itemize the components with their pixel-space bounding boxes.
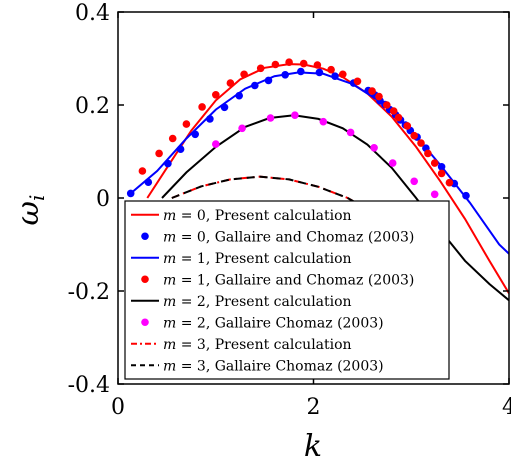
legend-label-text: = 2, Gallaire Chomaz (2003) [176, 315, 383, 331]
y-tick-label: -0.4 [68, 373, 110, 398]
legend-label-symbol: m [163, 251, 176, 267]
series-m-3-gallaire-chomaz-2003-line [171, 175, 373, 213]
y-tick-label: 0.4 [75, 1, 110, 26]
series-m-1-gallaire-and-chomaz-2003-point [299, 59, 308, 68]
legend-label: m = 1, Present calculation [163, 251, 352, 267]
y-axis-label-main: ω [11, 201, 46, 225]
legend-entry: m = 1, Gallaire and Chomaz (2003) [141, 272, 414, 288]
series-m-2-gallaire-chomaz-2003-point [370, 144, 378, 152]
legend-label: m = 2, Present calculation [163, 294, 352, 310]
legend-label-symbol: m [163, 337, 176, 353]
series-m-1-gallaire-and-chomaz-2003-point [375, 92, 383, 101]
series-m-1-gallaire-and-chomaz-2003-point [285, 58, 293, 66]
series-m-1-gallaire-and-chomaz-2003-point [430, 159, 439, 167]
legend-label: m = 0, Gallaire and Chomaz (2003) [163, 229, 414, 245]
y-axis-label-sub: i [25, 195, 49, 201]
x-axis-label: k [304, 429, 322, 464]
series-m-2-gallaire-chomaz-2003-point [291, 111, 299, 119]
legend-entry: m = 1, Present calculation [131, 251, 352, 267]
x-tick-label: 4 [502, 395, 511, 420]
series-m-1-gallaire-and-chomaz-2003-point [353, 77, 362, 86]
series-m-1-gallaire-and-chomaz-2003-point [226, 79, 235, 87]
legend-dot-swatch [141, 318, 149, 327]
tick-layer: 0 2 4 -0.4 -0.2 0 0.2 0.4 [68, 1, 511, 420]
legend-label-text: = 3, Gallaire Chomaz (2003) [176, 358, 383, 374]
legend-label-symbol: m [163, 315, 176, 331]
series-m-0-gallaire-and-chomaz-2003-point [315, 68, 324, 77]
series-m-1-present-calculation-line [129, 71, 509, 255]
legend-label-symbol: m [163, 272, 176, 288]
series-m-1-gallaire-and-chomaz-2003-point [182, 120, 191, 128]
legend-label-symbol: m [163, 229, 176, 245]
series-m-1-gallaire-and-chomaz-2003-point [168, 134, 177, 143]
legend-label-symbol: m [163, 208, 176, 224]
series-m-1-gallaire-and-chomaz-2003-point [313, 61, 322, 69]
series-m-1-gallaire-and-chomaz-2003-point [437, 169, 446, 178]
series-m-1-gallaire-and-chomaz-2003-point [327, 65, 335, 74]
legend-label-text: = 0, Present calculation [176, 208, 351, 224]
y-axis-label: ωi [11, 195, 49, 226]
legend-entry: m = 0, Gallaire and Chomaz (2003) [141, 229, 414, 245]
legend-entry: m = 3, Gallaire Chomaz (2003) [131, 358, 384, 374]
y-tick-label: -0.2 [68, 280, 110, 305]
series-m-1-gallaire-and-chomaz-2003-point [138, 167, 147, 175]
series-m-3-present-calculation-line [171, 175, 373, 213]
series-m-1-gallaire-and-chomaz-2003-point [240, 70, 248, 79]
series-m-1-gallaire-and-chomaz-2003-point [445, 178, 454, 187]
legend-label-text: = 3, Present calculation [176, 337, 351, 353]
series-m-1-gallaire-and-chomaz-2003-point [394, 113, 403, 122]
series-layer [126, 58, 509, 302]
legend-dot-swatch [141, 232, 149, 241]
legend-label-symbol: m [163, 358, 176, 374]
series-m-1-gallaire-and-chomaz-2003-point [256, 64, 265, 73]
legend-label: m = 3, Present calculation [163, 337, 352, 353]
legend-label-text: = 1, Present calculation [176, 251, 351, 267]
legend-label: m = 0, Present calculation [163, 208, 352, 224]
series-m-2-gallaire-chomaz-2003-point [388, 159, 397, 167]
series-m-1-gallaire-and-chomaz-2003-point [410, 131, 419, 140]
series-m-1-gallaire-and-chomaz-2003-point [368, 87, 376, 95]
legend-label-text: = 2, Present calculation [176, 294, 351, 310]
series-m-1-gallaire-and-chomaz-2003-point [212, 91, 220, 99]
legend-label-text: = 0, Gallaire and Chomaz (2003) [176, 229, 414, 245]
series-m-1-gallaire-and-chomaz-2003-point [198, 103, 206, 111]
series-m-2-gallaire-chomaz-2003-point [319, 117, 328, 126]
series-m-1-gallaire-and-chomaz-2003-point [383, 101, 391, 109]
legend-label: m = 1, Gallaire and Chomaz (2003) [163, 272, 414, 288]
series-m-2-gallaire-chomaz-2003-point [266, 114, 275, 122]
series-m-0-present-calculation-line [146, 63, 509, 294]
series-m-1-gallaire-and-chomaz-2003-point [155, 149, 163, 158]
series-m-2-present-calculation-line [161, 114, 509, 302]
legend-entry: m = 2, Gallaire Chomaz (2003) [141, 315, 384, 331]
series-m-2-gallaire-chomaz-2003-point [238, 124, 246, 133]
series-m-2-gallaire-chomaz-2003-point [410, 177, 419, 186]
legend-label: m = 2, Gallaire Chomaz (2003) [163, 315, 384, 331]
legend-entry: m = 0, Present calculation [131, 208, 352, 224]
legend-box [124, 200, 450, 380]
x-tick-label: 2 [307, 395, 321, 420]
legend-dot-swatch [141, 275, 149, 284]
y-tick-label: 0.2 [75, 94, 110, 119]
legend-label-text: = 1, Gallaire and Chomaz (2003) [176, 272, 414, 288]
series-m-1-gallaire-and-chomaz-2003-point [339, 70, 347, 79]
legend-label: m = 3, Gallaire Chomaz (2003) [163, 358, 384, 374]
y-tick-label: 0 [96, 187, 110, 212]
series-m-2-gallaire-chomaz-2003-point [212, 140, 220, 148]
x-tick-label: 0 [111, 395, 125, 420]
series-m-1-gallaire-and-chomaz-2003-point [424, 149, 432, 158]
series-m-1-gallaire-and-chomaz-2003-point [271, 60, 280, 69]
legend-entry: m = 3, Present calculation [131, 337, 352, 353]
series-m-1-gallaire-and-chomaz-2003-point [403, 122, 412, 130]
series-m-1-gallaire-and-chomaz-2003-point [389, 107, 398, 115]
series-m-2-gallaire-chomaz-2003-point [346, 128, 355, 137]
series-m-2-gallaire-chomaz-2003-point [430, 190, 439, 199]
legend-label-symbol: m [163, 294, 176, 310]
legend-entry: m = 2, Present calculation [131, 294, 352, 310]
series-m-1-gallaire-and-chomaz-2003-point [417, 139, 425, 147]
